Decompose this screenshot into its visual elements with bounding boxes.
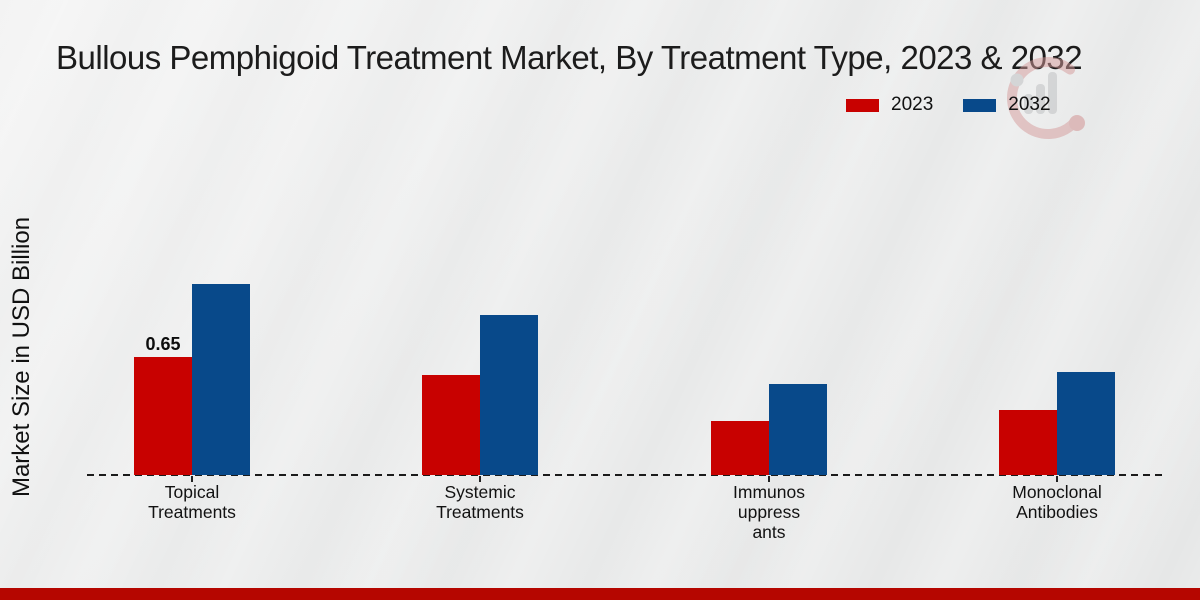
bar-2023-systemic-treatments bbox=[422, 375, 480, 475]
legend-label-2032: 2032 bbox=[1008, 94, 1051, 115]
x-axis-tick-immunosuppressants bbox=[768, 476, 770, 482]
category-label-monoclonal-antibodies: Monoclonal Antibodies bbox=[1012, 482, 1102, 522]
x-axis-tick-topical-treatments bbox=[191, 476, 193, 482]
bar-chart-logo-watermark bbox=[1007, 57, 1089, 139]
legend-swatch-2032 bbox=[963, 98, 997, 112]
bar-2023-monoclonal-antibodies bbox=[999, 410, 1057, 475]
bar-2023-immunosuppressants bbox=[711, 421, 769, 475]
bottom-accent-bar bbox=[0, 588, 1200, 600]
bar-value-label-2023-topical-treatments: 0.65 bbox=[145, 334, 181, 354]
category-label-systemic-treatments: Systemic Treatments bbox=[436, 482, 524, 522]
x-axis-tick-monoclonal-antibodies bbox=[1056, 476, 1058, 482]
bar-2032-immunosuppressants bbox=[769, 384, 827, 475]
bar-2032-systemic-treatments bbox=[480, 315, 538, 475]
legend-swatch-2023 bbox=[846, 98, 879, 112]
chart-legend: 2023 2032 bbox=[846, 94, 1051, 116]
legend-item-2032: 2032 bbox=[963, 94, 1051, 116]
bar-2032-topical-treatments bbox=[192, 284, 250, 475]
legend-item-2023: 2023 bbox=[846, 94, 933, 116]
bar-2032-monoclonal-antibodies bbox=[1057, 372, 1115, 475]
bar-2023-topical-treatments bbox=[134, 357, 192, 475]
legend-label-2023: 2023 bbox=[891, 94, 934, 115]
x-axis-tick-systemic-treatments bbox=[479, 476, 481, 482]
x-axis-baseline bbox=[87, 474, 1163, 476]
chart-title: Bullous Pemphigoid Treatment Market, By … bbox=[56, 39, 1083, 76]
category-label-topical-treatments: Topical Treatments bbox=[148, 482, 236, 522]
category-label-immunosuppressants: Immunos uppress ants bbox=[733, 482, 805, 542]
